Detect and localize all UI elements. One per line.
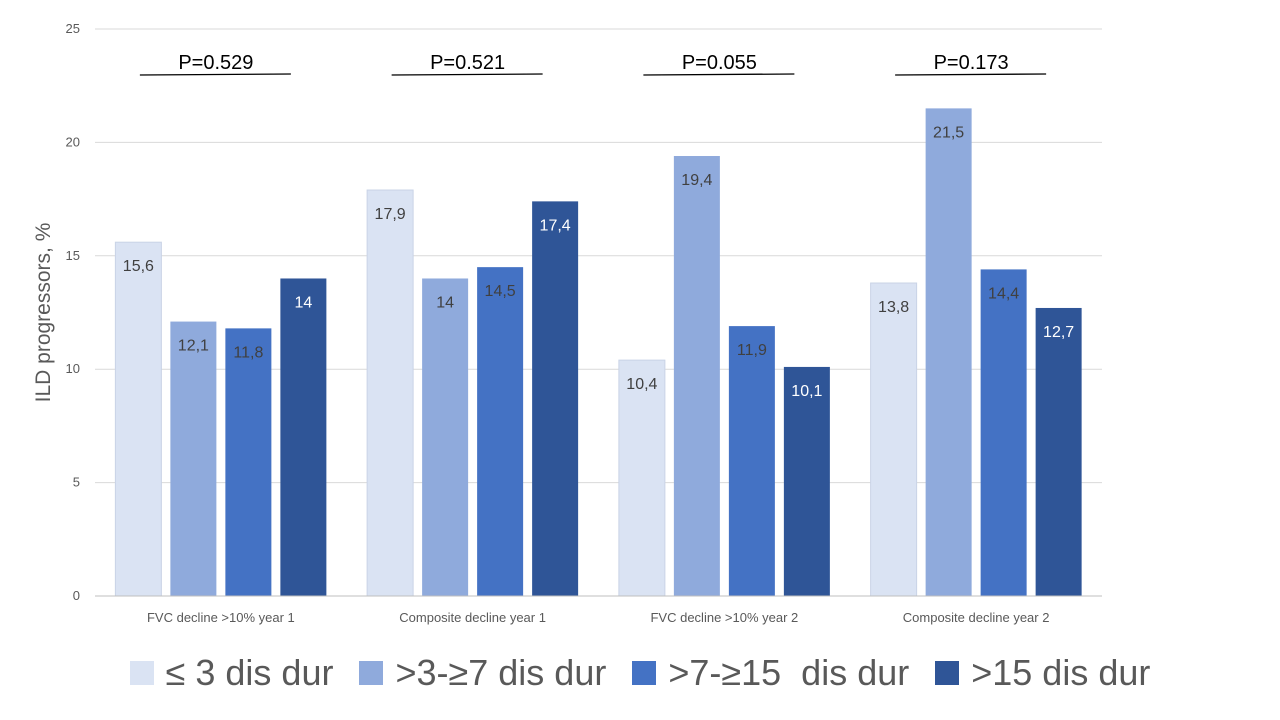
p-value-label: P=0.529: [178, 52, 253, 74]
data-label: 11,9: [737, 342, 767, 359]
y-tick-label: 5: [73, 475, 80, 490]
y-tick-label: 15: [66, 248, 80, 263]
data-label: 14,4: [988, 285, 1019, 302]
data-label: 17,9: [375, 206, 406, 223]
legend-item: >7-≥15 dis dur: [632, 652, 909, 694]
y-tick-label: 25: [66, 21, 80, 36]
data-label: 12,7: [1043, 324, 1074, 341]
x-axis-categories: FVC decline >10% year 1 Composite decline…: [147, 610, 1049, 625]
p-value-annotations: P=0.529 P=0.521 P=0.055 P=0.173: [139, 52, 1047, 76]
bar: [422, 278, 469, 596]
data-label: 15,6: [123, 258, 154, 275]
data-label: 19,4: [681, 172, 712, 189]
data-label: 10,4: [626, 376, 657, 393]
data-label: 21,5: [933, 124, 964, 141]
legend-swatch: [935, 661, 960, 685]
y-axis-ticks: 0 5 10 15 20 25: [66, 21, 80, 603]
legend-label: >7-≥15 dis dur: [668, 652, 910, 693]
bar: [366, 189, 414, 597]
legend-label: >3-≥7 dis dur: [395, 652, 607, 693]
bar: [925, 108, 972, 596]
y-tick-label: 20: [66, 134, 80, 149]
legend-item: ≤ 3 dis dur: [129, 652, 334, 694]
data-label: 14: [294, 294, 312, 311]
data-labels: 15,6 12,1 11,8 14 17,9 14 14,5 17,4 10,4 19,4 11,9…: [123, 124, 1074, 400]
bar: [225, 328, 272, 596]
bar: [1035, 307, 1082, 596]
legend-label: >15 dis dur: [971, 652, 1151, 693]
data-label: 14,5: [485, 283, 516, 300]
y-tick-label: 0: [73, 588, 80, 603]
legend-item: >15 dis dur: [935, 652, 1150, 694]
legend-swatch: [359, 661, 384, 685]
p-value-bracket: [139, 73, 291, 76]
bar: [783, 366, 830, 596]
bar: [673, 156, 720, 596]
legend-swatch: [129, 661, 154, 685]
data-label: 13,8: [878, 299, 909, 316]
bar: [980, 269, 1027, 596]
bar: [477, 267, 524, 596]
legend-label: ≤ 3 dis dur: [165, 652, 334, 693]
data-label: 14: [436, 294, 454, 311]
bars: [114, 108, 1082, 597]
x-tick-label: FVC decline >10% year 2: [650, 610, 798, 625]
p-value-label: P=0.173: [934, 52, 1009, 74]
bar: [532, 201, 579, 597]
legend: ≤ 3 dis dur >3-≥7 dis dur >7-≥15 dis dur >1…: [0, 645, 1280, 701]
bar: [114, 241, 162, 597]
p-value-bracket: [643, 73, 795, 76]
p-value-bracket: [895, 73, 1047, 76]
bar: [618, 359, 666, 597]
p-value-label: P=0.055: [682, 52, 757, 74]
legend-item: >3-≥7 dis dur: [359, 652, 606, 694]
bar: [728, 326, 775, 596]
data-label: 12,1: [178, 338, 209, 355]
data-label: 11,8: [233, 344, 263, 361]
data-label: 10,1: [791, 383, 822, 400]
p-value-bracket: [391, 73, 543, 76]
legend-swatch: [632, 661, 657, 685]
p-value-label: P=0.521: [430, 52, 505, 74]
x-tick-label: Composite decline year 1: [399, 610, 546, 625]
x-tick-label: Composite decline year 2: [903, 610, 1050, 625]
bar: [870, 282, 918, 597]
y-axis-label: ILD progressors, %: [32, 223, 55, 403]
x-tick-label: FVC decline >10% year 1: [147, 610, 295, 625]
data-label: 17,4: [540, 217, 571, 234]
y-tick-label: 10: [66, 361, 80, 376]
bar: [170, 321, 217, 596]
bar: [280, 278, 327, 596]
